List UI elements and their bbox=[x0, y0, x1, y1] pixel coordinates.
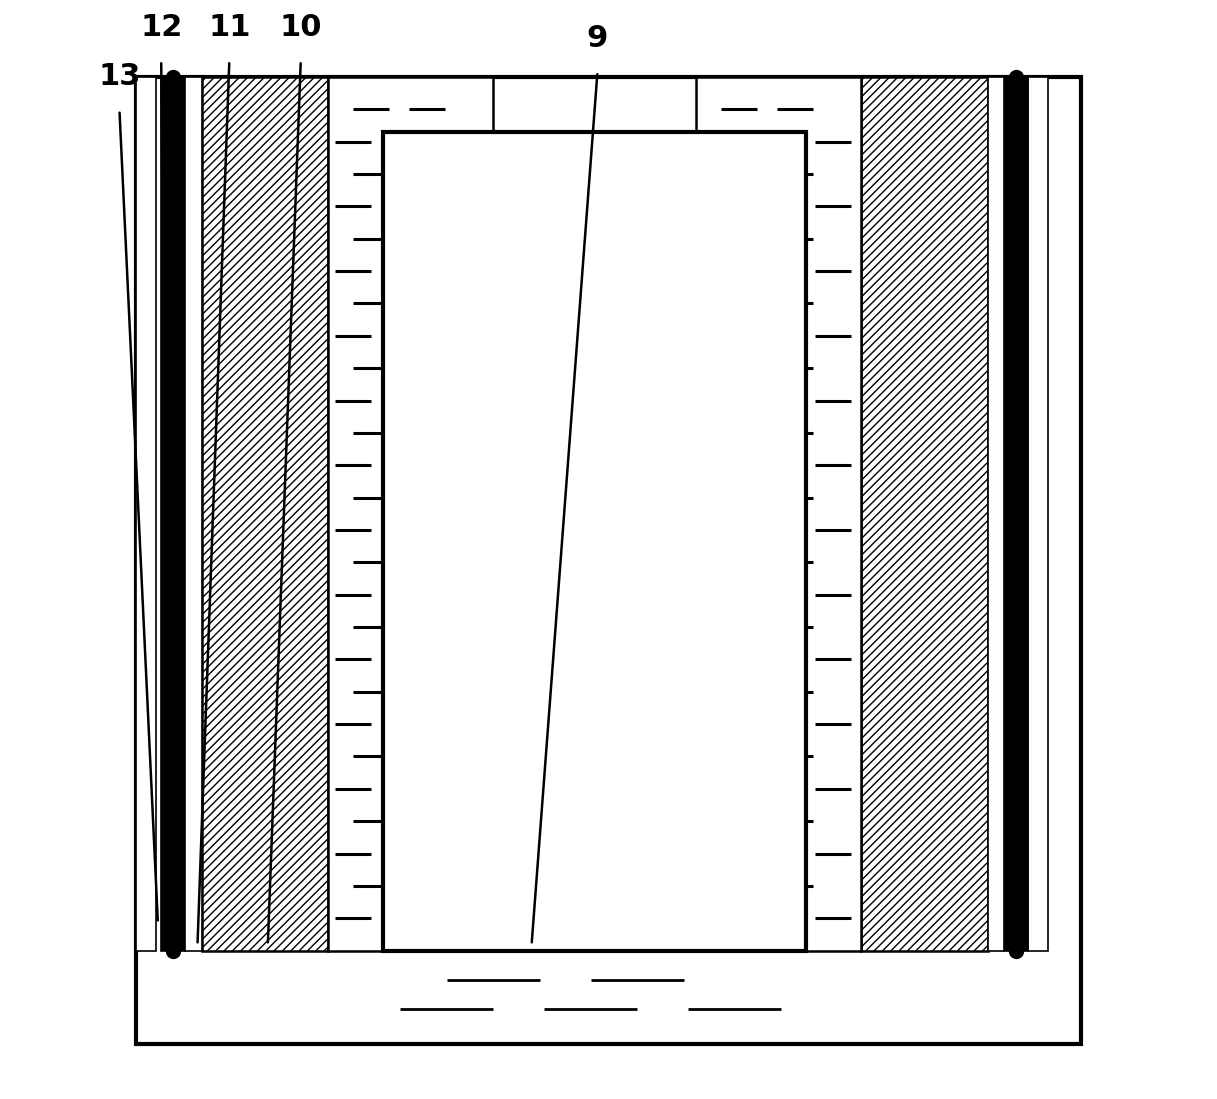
Text: 11: 11 bbox=[208, 13, 251, 42]
Bar bbox=[136, 77, 156, 951]
Bar bbox=[1004, 77, 1028, 951]
Bar bbox=[329, 77, 493, 951]
Bar bbox=[161, 77, 185, 951]
Bar bbox=[383, 132, 807, 951]
Bar bbox=[862, 77, 988, 951]
Bar bbox=[185, 77, 202, 951]
Bar bbox=[1028, 77, 1048, 951]
Text: 9: 9 bbox=[587, 24, 608, 53]
Bar bbox=[696, 77, 862, 951]
Text: 10: 10 bbox=[280, 13, 323, 42]
Bar bbox=[202, 77, 329, 951]
Text: 12: 12 bbox=[140, 13, 183, 42]
Bar bbox=[136, 77, 1081, 1044]
Bar bbox=[988, 77, 1004, 951]
Text: 13: 13 bbox=[99, 63, 141, 91]
